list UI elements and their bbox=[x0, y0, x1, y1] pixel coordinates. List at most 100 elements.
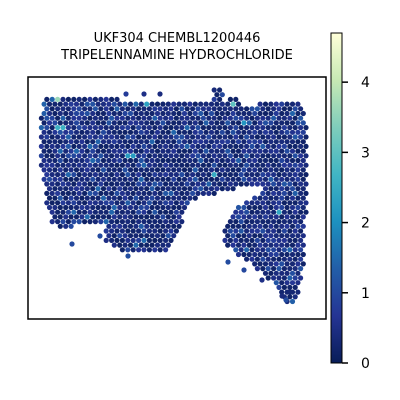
hex-spot bbox=[190, 125, 195, 130]
hex-spot bbox=[217, 106, 222, 111]
hex-spot bbox=[106, 158, 111, 163]
hex-spot bbox=[60, 144, 65, 149]
hex-spot bbox=[42, 120, 47, 125]
hex-spot bbox=[282, 106, 287, 111]
hex-spot bbox=[228, 228, 233, 233]
hex-spot bbox=[152, 172, 157, 177]
hex-spot bbox=[52, 196, 57, 201]
hex-spot bbox=[274, 233, 279, 238]
hex-spot bbox=[114, 219, 119, 224]
hex-spot bbox=[52, 214, 57, 219]
hex-spot bbox=[120, 200, 125, 205]
hex-spot bbox=[77, 172, 82, 177]
hex-spot bbox=[236, 177, 241, 182]
hex-spot bbox=[193, 120, 198, 125]
hex-spot bbox=[225, 259, 230, 264]
hex-spot bbox=[268, 224, 273, 229]
hex-spot bbox=[295, 214, 300, 219]
hex-spot bbox=[301, 177, 306, 182]
hex-spot bbox=[98, 191, 103, 196]
hex-spot bbox=[214, 111, 219, 116]
hex-spot bbox=[258, 205, 263, 210]
hex-spot bbox=[258, 214, 263, 219]
hex-spot bbox=[201, 144, 206, 149]
hex-spot bbox=[193, 186, 198, 191]
hex-spot bbox=[133, 167, 138, 172]
hex-spot bbox=[104, 125, 109, 130]
hex-spot bbox=[285, 158, 290, 163]
hex-spot bbox=[255, 144, 260, 149]
hex-spot bbox=[190, 163, 195, 168]
hex-spot bbox=[139, 177, 144, 182]
hex-spot bbox=[252, 233, 257, 238]
hex-spot bbox=[247, 224, 252, 229]
hex-spot bbox=[58, 149, 63, 154]
hex-spot bbox=[58, 139, 63, 144]
hex-spot bbox=[152, 116, 157, 121]
hex-spot bbox=[263, 158, 268, 163]
hex-spot bbox=[47, 149, 52, 154]
hex-spot bbox=[114, 116, 119, 121]
hex-spot bbox=[274, 167, 279, 172]
hex-spot bbox=[266, 266, 271, 271]
hex-spot bbox=[168, 191, 173, 196]
hex-spot bbox=[158, 219, 163, 224]
hex-spot bbox=[141, 91, 146, 96]
hex-spot bbox=[177, 186, 182, 191]
hex-spot bbox=[282, 172, 287, 177]
hex-spot bbox=[133, 205, 138, 210]
hex-spot bbox=[125, 238, 130, 243]
hex-spot bbox=[120, 191, 125, 196]
hex-spot bbox=[71, 116, 76, 121]
hex-spot bbox=[236, 111, 241, 116]
hex-spot bbox=[93, 153, 98, 158]
hex-spot bbox=[252, 158, 257, 163]
hex-spot bbox=[244, 219, 249, 224]
hex-spot bbox=[285, 167, 290, 172]
hex-spot bbox=[104, 210, 109, 215]
hex-spot bbox=[136, 106, 141, 111]
hex-spot bbox=[274, 243, 279, 248]
hex-spot bbox=[52, 149, 57, 154]
hex-spot bbox=[258, 177, 263, 182]
hex-spot bbox=[155, 120, 160, 125]
hex-spot bbox=[195, 106, 200, 111]
hex-spot bbox=[114, 97, 119, 102]
hex-spot bbox=[52, 205, 57, 210]
hex-spot bbox=[279, 233, 284, 238]
hex-spot bbox=[276, 144, 281, 149]
hex-spot bbox=[206, 181, 211, 186]
hex-spot bbox=[101, 214, 106, 219]
hex-spot bbox=[266, 191, 271, 196]
hex-spot bbox=[225, 177, 230, 182]
hex-spot bbox=[139, 158, 144, 163]
hex-spot bbox=[171, 120, 176, 125]
hex-spot bbox=[298, 275, 303, 280]
hex-spot bbox=[117, 233, 122, 238]
hex-spot bbox=[190, 181, 195, 186]
hex-spot bbox=[222, 181, 227, 186]
hex-spot bbox=[82, 191, 87, 196]
hex-spot bbox=[87, 106, 92, 111]
hex-spot bbox=[42, 158, 47, 163]
hex-spot bbox=[69, 158, 74, 163]
hex-spot bbox=[158, 134, 163, 139]
hex-spot bbox=[236, 120, 241, 125]
hex-spot bbox=[74, 149, 79, 154]
hex-spot bbox=[166, 130, 171, 135]
hex-spot bbox=[60, 163, 65, 168]
hex-spot bbox=[301, 196, 306, 201]
hex-spot bbox=[190, 191, 195, 196]
hex-spot bbox=[50, 219, 55, 224]
hex-spot bbox=[287, 172, 292, 177]
hex-spot bbox=[69, 196, 74, 201]
hex-spot bbox=[217, 97, 222, 102]
hex-spot bbox=[236, 158, 241, 163]
hex-spot bbox=[141, 247, 146, 252]
hex-spot bbox=[168, 116, 173, 121]
hex-spot bbox=[47, 102, 52, 107]
hex-spot bbox=[117, 120, 122, 125]
hex-spot bbox=[74, 186, 79, 191]
hex-spot bbox=[66, 125, 71, 130]
hex-spot bbox=[39, 116, 44, 121]
